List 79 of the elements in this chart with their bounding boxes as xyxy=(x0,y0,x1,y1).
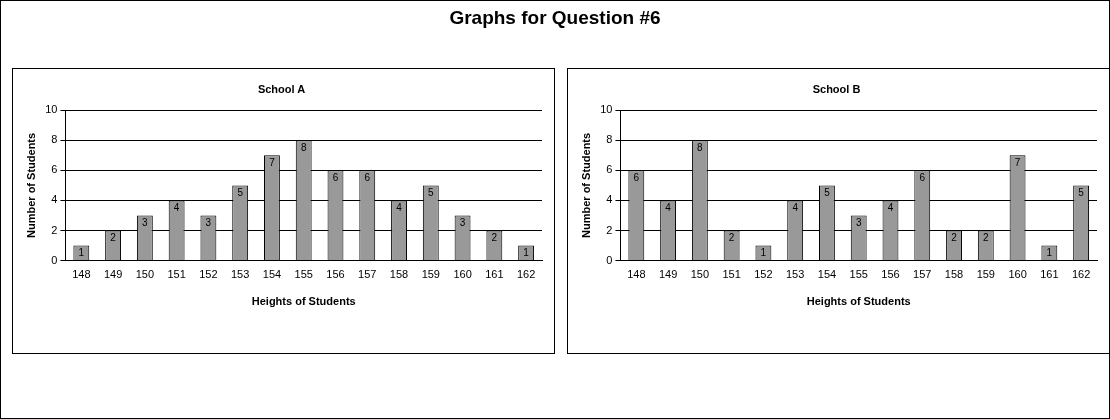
x-tick-label: 157 xyxy=(358,268,377,281)
x-tick-label: 150 xyxy=(690,268,710,281)
x-tick-label: 154 xyxy=(262,268,282,281)
x-tick-label: 153 xyxy=(231,268,250,281)
x-tick-label: 159 xyxy=(421,268,440,281)
y-tick-label: 4 xyxy=(606,193,613,206)
chart-title: School A xyxy=(257,82,306,95)
y-tick-label: 10 xyxy=(600,103,613,116)
data-label: 1 xyxy=(1046,247,1053,259)
x-tick-label: 156 xyxy=(881,268,900,281)
data-label: 2 xyxy=(110,232,117,244)
x-tick-label: 153 xyxy=(786,268,805,281)
x-tick-label: 155 xyxy=(849,268,868,281)
x-tick-label: 149 xyxy=(658,268,678,281)
y-tick-label: 2 xyxy=(51,223,58,236)
x-tick-label: 152 xyxy=(199,268,218,281)
data-label: 5 xyxy=(237,187,244,199)
data-label: 7 xyxy=(269,157,276,169)
data-label: 6 xyxy=(364,172,371,184)
data-label: 2 xyxy=(491,232,498,244)
data-label: 4 xyxy=(665,202,672,214)
data-label: 5 xyxy=(428,187,435,199)
y-tick-label: 0 xyxy=(606,253,613,266)
x-tick-label: 161 xyxy=(1040,268,1059,281)
chart-title: School B xyxy=(812,82,861,95)
y-tick-label: 6 xyxy=(51,163,58,176)
x-tick-label: 154 xyxy=(817,268,837,281)
data-label: 6 xyxy=(633,172,640,184)
x-tick-label: 156 xyxy=(326,268,345,281)
x-tick-label: 158 xyxy=(389,268,409,281)
data-label: 4 xyxy=(887,202,894,214)
y-axis-title: Number of Students xyxy=(24,132,37,238)
x-tick-label: 158 xyxy=(944,268,964,281)
x-tick-label: 151 xyxy=(167,268,186,281)
text: Graphs for Question #6 xyxy=(448,7,662,29)
x-tick-label: 155 xyxy=(294,268,313,281)
data-label: 4 xyxy=(173,202,180,214)
data-label: 4 xyxy=(792,202,799,214)
y-tick-label: 2 xyxy=(606,223,613,236)
data-label: 2 xyxy=(728,232,735,244)
data-label: 4 xyxy=(396,202,403,214)
x-axis-title: Heights of Students xyxy=(251,295,356,308)
x-tick-label: 162 xyxy=(516,268,536,281)
data-label: 8 xyxy=(300,142,307,154)
x-axis-title: Heights of Students xyxy=(806,295,911,308)
y-tick-label: 8 xyxy=(51,133,58,146)
y-axis-title: Number of Students xyxy=(579,132,592,238)
x-tick-label: 160 xyxy=(1008,268,1027,281)
x-tick-label: 160 xyxy=(453,268,472,281)
data-label: 1 xyxy=(78,247,85,259)
y-tick-label: 6 xyxy=(606,163,613,176)
data-label: 5 xyxy=(824,187,831,199)
x-tick-label: 159 xyxy=(976,268,995,281)
data-label: 2 xyxy=(983,232,990,244)
x-tick-label: 148 xyxy=(72,268,91,281)
x-tick-label: 150 xyxy=(135,268,155,281)
data-label: 3 xyxy=(205,217,212,229)
data-label: 6 xyxy=(332,172,339,184)
data-label: 3 xyxy=(142,217,149,229)
data-label: 3 xyxy=(855,217,862,229)
x-tick-label: 161 xyxy=(485,268,504,281)
data-label: 8 xyxy=(697,142,704,154)
data-label: 7 xyxy=(1014,157,1021,169)
data-label: 6 xyxy=(919,172,926,184)
data-label: 5 xyxy=(1078,187,1085,199)
data-label: 2 xyxy=(951,232,958,244)
x-tick-label: 162 xyxy=(1071,268,1091,281)
x-tick-label: 149 xyxy=(103,268,123,281)
data-label: 1 xyxy=(523,247,530,259)
y-tick-label: 8 xyxy=(606,133,613,146)
x-tick-label: 157 xyxy=(913,268,932,281)
x-tick-label: 148 xyxy=(627,268,646,281)
data-label: 3 xyxy=(459,217,466,229)
y-tick-label: 0 xyxy=(51,253,58,266)
x-tick-label: 151 xyxy=(722,268,741,281)
y-tick-label: 4 xyxy=(51,193,58,206)
x-tick-label: 152 xyxy=(754,268,773,281)
y-tick-label: 10 xyxy=(45,103,58,116)
data-label: 1 xyxy=(760,247,767,259)
